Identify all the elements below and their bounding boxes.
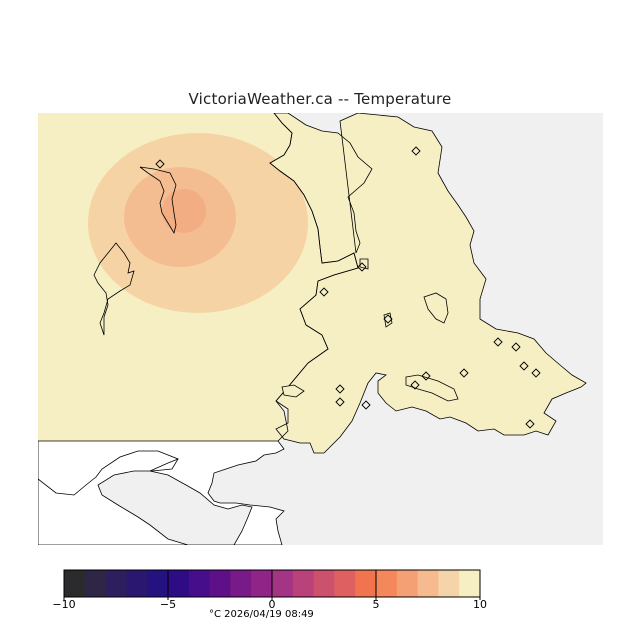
inlet-outline	[139, 166, 177, 235]
colorbar-cell	[251, 570, 273, 597]
colorbar-tick-label: −5	[159, 598, 177, 611]
colorbar-tick-label: −10	[52, 598, 76, 611]
station-marker	[361, 400, 371, 410]
colorbar-cell	[459, 570, 481, 597]
temperature-contour-inner	[162, 189, 206, 233]
colorbar-cell	[376, 570, 398, 597]
station-marker	[525, 419, 535, 429]
station-marker	[531, 368, 541, 378]
station-marker	[335, 384, 345, 394]
station-marker	[410, 380, 420, 390]
island	[281, 384, 305, 398]
station-marker	[155, 159, 165, 169]
colorbar-tick-label: 0	[268, 598, 276, 611]
colorbar	[63, 569, 481, 600]
land-south	[38, 440, 285, 545]
colorbar-cell	[438, 570, 460, 597]
colorbar-tick-label: 5	[372, 598, 380, 611]
station-marker	[411, 146, 421, 156]
colorbar-cell	[313, 570, 335, 597]
station-marker	[383, 314, 393, 324]
station-marker	[459, 368, 469, 378]
island	[423, 292, 449, 324]
colorbar-cell	[126, 570, 148, 597]
station-marker	[335, 397, 345, 407]
station-marker	[357, 262, 367, 272]
colorbar-cell	[147, 570, 169, 597]
colorbar-cell	[417, 570, 439, 597]
colorbar-cell	[209, 570, 231, 597]
colorbar-cell	[292, 570, 315, 597]
colorbar-cell	[168, 570, 190, 597]
colorbar-cell	[64, 570, 86, 597]
station-marker	[319, 287, 329, 297]
map-title: VictoriaWeather.ca -- Temperature	[188, 90, 452, 108]
temperature-map	[38, 113, 603, 545]
colorbar-cell	[334, 570, 356, 597]
colorbar-cell	[396, 570, 419, 597]
station-marker	[421, 371, 431, 381]
units-timestamp: °C 2026/04/19 08:49	[209, 609, 314, 620]
colorbar-cell	[230, 570, 252, 597]
coast-west-fjord	[93, 242, 135, 336]
station-marker	[511, 342, 521, 352]
station-markers	[155, 146, 541, 429]
coastline-west	[269, 113, 359, 442]
station-marker	[519, 361, 529, 371]
station-marker	[493, 337, 503, 347]
colorbar-cell	[355, 570, 377, 597]
colorbar-cell	[188, 570, 211, 597]
colorbar-tick-label: 10	[473, 598, 487, 611]
colorbar-cell	[84, 570, 107, 597]
colorbar-cell	[105, 570, 127, 597]
colorbar-cell	[272, 570, 294, 597]
